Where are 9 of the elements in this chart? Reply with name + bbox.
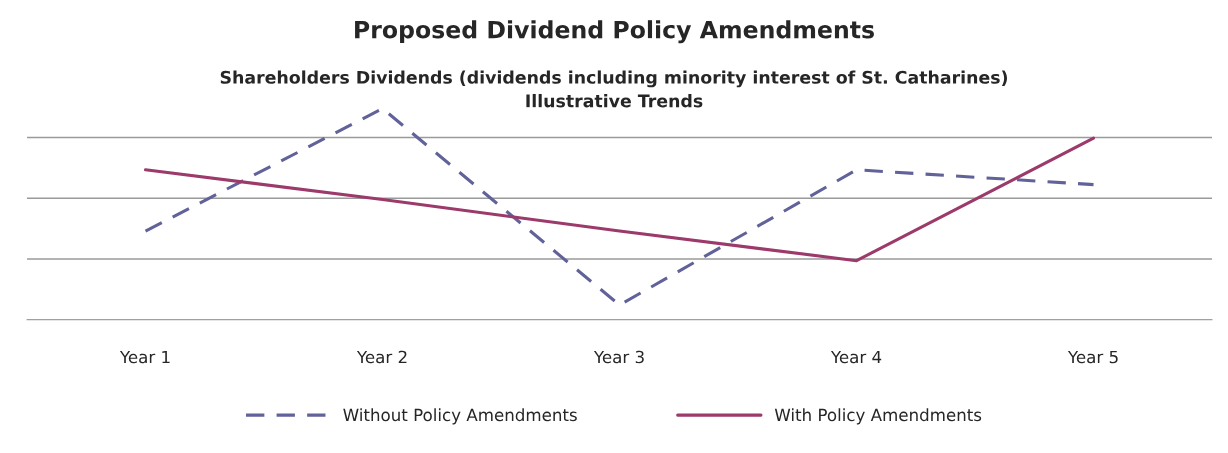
legend-label: Without Policy Amendments: [343, 408, 577, 425]
x-tick-label: Year 5: [1067, 350, 1118, 364]
x-tick-label: Year 2: [356, 350, 407, 364]
chart-title: Proposed Dividend Policy Amendments: [355, 20, 874, 44]
x-tick-label: Year 3: [593, 350, 644, 364]
legend-label: With Policy Amendments: [774, 408, 982, 425]
chart-subtitle: Shareholders Dividends (dividends including minority interest of St. Catharines) Illustrative Trends: [220, 70, 1007, 108]
x-tick-label: Year 1: [119, 350, 170, 364]
x-tick-label: Year 4: [830, 350, 882, 364]
